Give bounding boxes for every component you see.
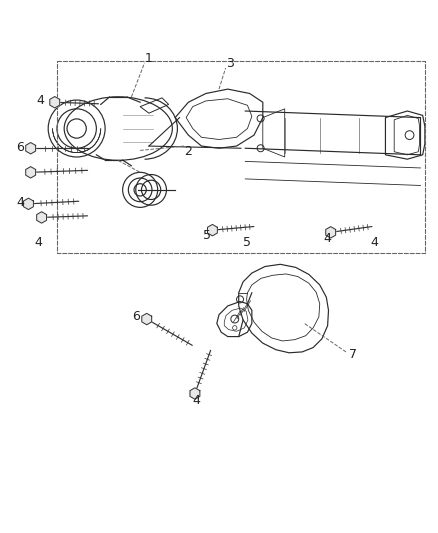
Text: 4: 4 <box>192 393 200 407</box>
Text: 6: 6 <box>16 141 24 154</box>
Polygon shape <box>50 96 60 108</box>
Text: 3: 3 <box>226 57 234 70</box>
Text: 4: 4 <box>16 196 24 208</box>
Text: 5: 5 <box>244 236 251 249</box>
Text: 1: 1 <box>145 52 153 65</box>
Text: 6: 6 <box>132 310 140 324</box>
Text: 4: 4 <box>36 94 44 108</box>
Polygon shape <box>24 198 33 209</box>
Text: 4: 4 <box>324 231 332 245</box>
Text: 4: 4 <box>35 236 42 249</box>
Polygon shape <box>26 142 35 154</box>
Polygon shape <box>26 167 35 178</box>
Text: 7: 7 <box>350 348 357 361</box>
Polygon shape <box>142 313 152 325</box>
Polygon shape <box>208 224 217 236</box>
Text: 5: 5 <box>203 229 211 243</box>
Text: 4: 4 <box>371 236 378 249</box>
Polygon shape <box>190 388 200 399</box>
Text: 2: 2 <box>184 146 192 158</box>
Polygon shape <box>326 227 336 238</box>
Polygon shape <box>37 212 46 223</box>
